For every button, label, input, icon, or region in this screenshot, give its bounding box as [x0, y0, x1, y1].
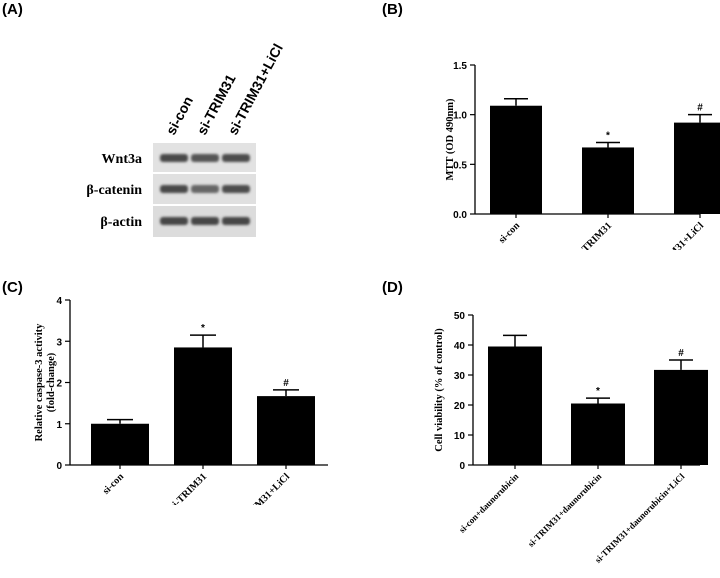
bar-si-trim31-licl — [257, 396, 315, 465]
y-tick-label: 30 — [454, 371, 466, 382]
y-tick-label: 2 — [56, 379, 62, 390]
blot-lane-label-si-con: si-con — [163, 93, 196, 137]
y-tick-label: 0.0 — [453, 210, 467, 221]
y-tick-label: 4 — [56, 296, 62, 307]
y-axis-label: MTT (OD 490nm) — [445, 98, 456, 181]
bar-si-trim31-daunorubicin — [571, 403, 625, 465]
blot-band-catenin-si-con — [160, 185, 188, 193]
bar-si-con — [490, 105, 542, 214]
y-tick-label: 1.5 — [453, 61, 467, 72]
y-tick-label: 20 — [454, 401, 466, 412]
chart-caspase3: 0 1 2 3 4 Relative caspase-3 activity (fold-ch… — [34, 296, 328, 505]
panel-a-letter: (A) — [2, 1, 23, 18]
significance-marker: # — [697, 103, 703, 114]
y-tick-label: 10 — [454, 431, 466, 442]
y-tick-label: 0.5 — [453, 160, 467, 171]
panel-c-letter: (C) — [2, 279, 23, 296]
x-tick-label-si-trim31-licl: si-TRIM31+LiCl — [233, 471, 292, 505]
y-tick-label: 1.0 — [453, 111, 467, 122]
x-tick-label-si-con: si-con — [497, 220, 523, 246]
bar-si-trim31-licl — [674, 122, 720, 214]
x-tick-label-si-trim31: si-TRIM31 — [168, 471, 209, 505]
x-tick-label-si-con: si-con — [101, 471, 127, 497]
panel-b-letter: (B) — [382, 1, 403, 18]
blot-lane-label-si-trim31-licl: si-TRIM31+LiCl — [225, 41, 286, 137]
significance-marker: * — [201, 323, 205, 334]
significance-marker: * — [606, 130, 610, 141]
blot-row-label-beta-actin: β-actin — [100, 215, 142, 230]
x-tick-label-si-trim31: si-TRIM31 — [573, 220, 614, 250]
y-tick-label: 0 — [459, 461, 465, 472]
chart-mtt: 0.0 0.5 1.0 1.5 MTT (OD 490nm) si-con * si-TRIM… — [445, 61, 720, 250]
x-tick-label-si-trim31-licl: si-TRIM31+LiCl — [647, 220, 706, 250]
bar-si-trim31 — [174, 347, 232, 465]
blot-band-catenin-si-trim31-licl — [222, 185, 250, 193]
y-axis-label: (fold-change) — [46, 352, 57, 412]
y-tick-label: 40 — [454, 341, 466, 352]
significance-marker: # — [678, 348, 684, 359]
x-tick-label-si-con-daunorubicin: si-con+daunorubicin — [457, 471, 520, 534]
y-axis-label: Relative caspase-3 activity — [34, 323, 45, 442]
bar-si-trim31-daunorubicin-licl — [654, 369, 708, 465]
y-axis-label: Cell viability (% of control) — [434, 328, 445, 452]
bar-si-con-daunorubicin — [488, 346, 542, 465]
significance-marker: # — [283, 378, 289, 389]
blot-band-wnt3a-si-con — [160, 154, 188, 162]
panel-d-letter: (D) — [382, 279, 403, 296]
blot-band-catenin-si-trim31 — [191, 185, 219, 193]
blot-band-wnt3a-si-trim31 — [191, 154, 219, 162]
blot-band-actin-si-trim31 — [191, 217, 219, 225]
y-tick-label: 0 — [56, 461, 62, 472]
x-tick-label-si-trim31-daunorubicin-licl: si-TRIM31+daunorubicin+LiCl — [593, 471, 687, 565]
blot-row-label-wnt3a: Wnt3a — [102, 152, 142, 167]
y-tick-label: 1 — [56, 420, 62, 431]
blot-band-actin-si-con — [160, 217, 188, 225]
bar-si-trim31 — [582, 147, 634, 214]
chart-cell-viability: 0 10 20 30 40 50 Cell viability (% of control)… — [434, 311, 708, 565]
blot-band-wnt3a-si-trim31-licl — [222, 154, 250, 162]
bar-si-con — [91, 423, 149, 465]
blot-row-label-beta-catenin: β-catenin — [86, 183, 142, 198]
y-tick-label: 3 — [56, 337, 62, 348]
significance-marker: * — [596, 386, 600, 397]
blot-band-actin-si-trim31-licl — [222, 217, 250, 225]
y-tick-label: 50 — [454, 311, 466, 322]
x-tick-label-si-trim31-daunorubicin: si-TRIM31+daunorubicin — [526, 471, 604, 549]
